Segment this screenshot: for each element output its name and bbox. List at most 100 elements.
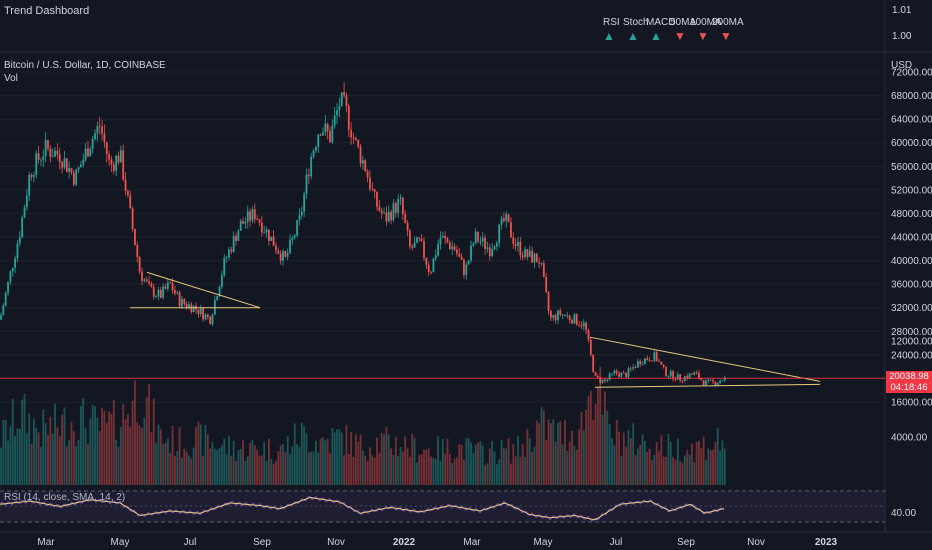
candle-body bbox=[312, 150, 315, 157]
candle-body bbox=[0, 315, 2, 320]
volume-bar bbox=[336, 429, 338, 485]
candle-body bbox=[362, 160, 364, 164]
candle-body bbox=[366, 171, 369, 178]
candle-body bbox=[124, 179, 127, 191]
candle-body bbox=[533, 253, 536, 263]
candle-body bbox=[223, 258, 226, 276]
volume-bar bbox=[470, 442, 472, 485]
dashboard-title: Trend Dashboard bbox=[4, 5, 90, 17]
volume-bar bbox=[282, 444, 284, 485]
volume-bar bbox=[427, 448, 430, 485]
candle-body bbox=[91, 139, 94, 149]
candle-body bbox=[270, 236, 273, 242]
volume-bar bbox=[458, 444, 461, 485]
volume-bar bbox=[338, 429, 341, 485]
candle-body bbox=[4, 293, 7, 306]
symbol-label[interactable]: Bitcoin / U.S. Dollar, 1D, COINBASE bbox=[4, 60, 166, 71]
candle-body bbox=[246, 211, 249, 223]
candle-body bbox=[463, 259, 465, 275]
candle-body bbox=[514, 243, 517, 246]
price-tick-label: 52000.00 bbox=[891, 185, 932, 196]
volume-bar bbox=[688, 454, 691, 485]
candle-body bbox=[338, 106, 341, 111]
candle-body bbox=[303, 193, 306, 212]
current-price: 20038.98 bbox=[889, 371, 929, 382]
candle-body bbox=[679, 374, 682, 381]
candle-body bbox=[512, 237, 515, 244]
candle-body bbox=[228, 249, 230, 258]
volume-bar bbox=[284, 452, 287, 485]
candle-body bbox=[427, 264, 430, 273]
volume-bar bbox=[615, 419, 618, 485]
candle-body bbox=[406, 222, 409, 231]
volume-bar bbox=[587, 395, 590, 485]
volume-bar bbox=[681, 463, 684, 485]
candle-body bbox=[322, 132, 324, 136]
volume-bar bbox=[143, 417, 146, 485]
candle-body bbox=[394, 203, 397, 213]
volume-bar bbox=[486, 463, 489, 485]
volume-bar bbox=[514, 456, 517, 485]
volume-bar bbox=[535, 420, 538, 485]
volume-bar bbox=[467, 438, 470, 485]
candle-body bbox=[300, 211, 303, 216]
volume-bar bbox=[155, 443, 157, 485]
candle-body bbox=[239, 220, 242, 231]
volume-bar bbox=[37, 432, 40, 485]
time-tick-label: Mar bbox=[37, 537, 55, 548]
volume-bar bbox=[639, 445, 642, 485]
candle-body bbox=[202, 308, 204, 320]
volume-bar bbox=[463, 459, 465, 485]
volume-bar bbox=[629, 438, 632, 485]
candle-body bbox=[519, 241, 522, 256]
candle-body bbox=[566, 315, 569, 317]
candle-body bbox=[275, 245, 277, 251]
candle-body bbox=[547, 292, 550, 311]
candle-body bbox=[204, 314, 207, 320]
time-tick-label: 2023 bbox=[815, 537, 838, 548]
candle-body bbox=[68, 168, 71, 172]
volume-bar bbox=[658, 451, 660, 485]
indicator-label: MACD bbox=[646, 17, 676, 28]
volume-bar bbox=[500, 440, 503, 485]
volume-bar bbox=[112, 400, 115, 485]
candle-body bbox=[155, 296, 157, 298]
candle-body bbox=[150, 283, 153, 288]
volume-bar bbox=[679, 461, 682, 485]
volume-bar bbox=[192, 447, 195, 485]
candle-body bbox=[500, 218, 503, 225]
volume-bar bbox=[394, 436, 397, 485]
time-tick-label: Nov bbox=[327, 537, 345, 548]
candle-body bbox=[585, 322, 588, 331]
volume-bar bbox=[380, 432, 383, 485]
candle-body bbox=[105, 142, 108, 155]
volume-bar bbox=[378, 452, 381, 485]
volume-bar bbox=[641, 434, 644, 485]
time-tick-label: 2022 bbox=[393, 537, 416, 548]
volume-bar bbox=[98, 431, 101, 485]
volume-bar bbox=[115, 439, 118, 485]
candle-body bbox=[416, 237, 418, 243]
volume-bar bbox=[439, 460, 442, 485]
volume-bar bbox=[51, 433, 54, 485]
price-tick-label: 56000.00 bbox=[891, 162, 932, 173]
time-tick-label: Mar bbox=[463, 537, 481, 548]
candle-body bbox=[258, 219, 261, 223]
volume-bar bbox=[686, 450, 689, 485]
volume-bar bbox=[94, 406, 96, 485]
volume-bar bbox=[698, 440, 700, 485]
candle-body bbox=[369, 177, 371, 189]
volume-bar bbox=[49, 417, 52, 485]
rsi-label[interactable]: RSI (14, close, SMA, 14, 2) bbox=[4, 492, 126, 503]
candle-body bbox=[714, 381, 717, 386]
candle-body bbox=[235, 235, 237, 241]
candle-body bbox=[199, 308, 202, 315]
volume-bar bbox=[721, 440, 724, 485]
volume-bar bbox=[519, 456, 522, 485]
volume-bar bbox=[307, 452, 310, 485]
volume-label[interactable]: Vol bbox=[4, 73, 18, 84]
volume-bar bbox=[315, 440, 317, 485]
volume-bar bbox=[345, 425, 348, 485]
volume-bar bbox=[211, 442, 214, 485]
